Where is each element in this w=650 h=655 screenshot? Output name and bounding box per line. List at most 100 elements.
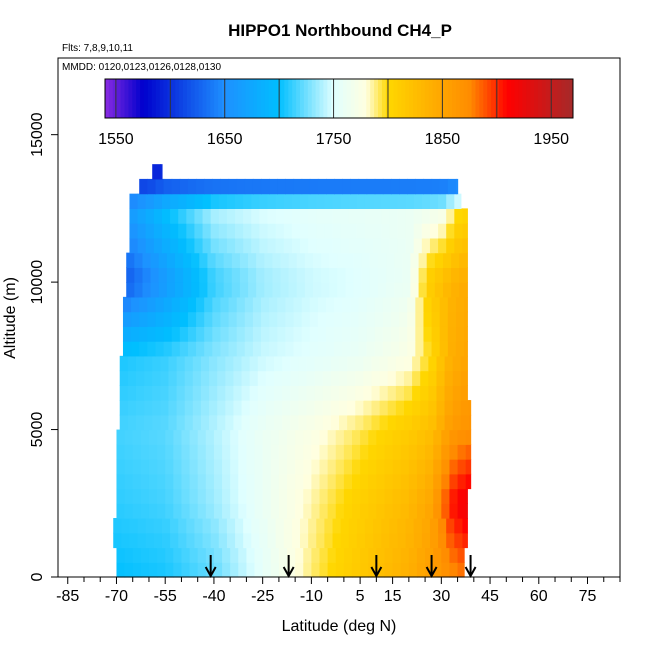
heatmap-cell xyxy=(269,296,278,313)
heatmap-cell xyxy=(278,562,288,578)
heatmap-cell xyxy=(358,311,368,327)
heatmap-cell xyxy=(181,562,191,578)
heatmap-cell xyxy=(166,267,176,283)
heatmap-cell xyxy=(324,518,334,534)
heatmap-cell xyxy=(137,193,147,209)
colorbar-segment xyxy=(222,79,227,118)
heatmap-cell xyxy=(194,193,204,209)
heatmap-cell xyxy=(192,370,202,386)
heatmap-cell xyxy=(262,429,272,445)
heatmap-cell xyxy=(261,326,270,342)
heatmap-cell xyxy=(356,208,366,224)
heatmap-cell xyxy=(464,311,468,327)
heatmap-cell xyxy=(321,282,330,298)
heatmap-cell xyxy=(371,385,381,401)
colorbar-segment xyxy=(280,79,285,118)
profile-arrow-head xyxy=(464,566,477,579)
colorbar-segment xyxy=(292,79,297,118)
heatmap-cell xyxy=(235,237,244,254)
heatmap-cell xyxy=(441,444,451,460)
colorbar-segment xyxy=(561,79,566,118)
heatmap-cell xyxy=(457,547,465,563)
heatmap-cell xyxy=(399,311,408,327)
heatmap-cell xyxy=(285,326,295,342)
heatmap-cell xyxy=(327,459,337,475)
heatmap-cell xyxy=(137,223,147,239)
heatmap-cell xyxy=(379,400,389,416)
heatmap-cell xyxy=(321,252,330,268)
heatmap-cell xyxy=(269,341,278,357)
heatmap-cell xyxy=(374,178,384,195)
heatmap-cell xyxy=(368,503,377,519)
heatmap-cell xyxy=(347,385,356,401)
heatmap-cell xyxy=(145,193,155,209)
colorbar-segment xyxy=(311,79,317,118)
heatmap-cell xyxy=(197,444,207,460)
heatmap-cell xyxy=(275,193,285,209)
colorbar-segment xyxy=(506,79,512,118)
heatmap-cell xyxy=(194,532,204,549)
heatmap-cell xyxy=(377,252,387,268)
heatmap-cell xyxy=(416,459,426,475)
heatmap-cell xyxy=(425,547,434,563)
heatmap-cell xyxy=(212,296,222,313)
heatmap-cell xyxy=(434,252,444,268)
heatmap-cell xyxy=(153,237,163,254)
heatmap-cell xyxy=(139,341,148,357)
heatmap-cell xyxy=(222,473,231,490)
heatmap-cell xyxy=(457,444,467,460)
colorbar-segment xyxy=(179,79,184,118)
heatmap-cell xyxy=(161,223,171,239)
heatmap-cell xyxy=(413,193,423,209)
heatmap-cell xyxy=(416,429,426,445)
heatmap-cell xyxy=(332,223,342,239)
heatmap-cell xyxy=(389,208,399,224)
heatmap-cell xyxy=(295,503,304,519)
heatmap-cell xyxy=(360,562,369,578)
heatmap-cell xyxy=(282,400,291,416)
heatmap-cell xyxy=(212,341,222,357)
heatmap-cell xyxy=(364,208,374,224)
heatmap-cell xyxy=(209,414,218,431)
heatmap-cell xyxy=(374,341,384,357)
heatmap-cell xyxy=(428,355,438,372)
heatmap-cell xyxy=(199,252,209,268)
colorbar-segment xyxy=(342,79,348,118)
colorbar-segment xyxy=(253,79,258,118)
y-axis-label: Altitude (m) xyxy=(2,277,19,359)
heatmap-cell xyxy=(278,444,288,460)
colorbar-segment xyxy=(452,79,457,118)
heatmap-cell xyxy=(311,429,321,445)
heatmap-row xyxy=(122,311,468,327)
heatmap-cell xyxy=(425,429,434,445)
heatmap-cell xyxy=(339,370,348,386)
colorbar-tick-label: 1950 xyxy=(533,131,569,148)
colorbar-segment xyxy=(225,79,231,118)
colorbar-segment xyxy=(307,79,313,118)
heatmap-cell xyxy=(204,326,213,342)
heatmap-cell xyxy=(205,459,215,475)
heatmap-cell xyxy=(186,532,196,549)
heatmap-cell xyxy=(358,296,368,313)
heatmap-cell xyxy=(158,252,168,268)
heatmap-cell xyxy=(392,547,402,563)
heatmap-cell xyxy=(220,341,230,357)
heatmap-cell xyxy=(339,355,348,372)
heatmap-cell xyxy=(230,473,239,490)
heatmap-cell xyxy=(420,370,429,386)
heatmap-cell xyxy=(441,547,451,563)
heatmap-cell xyxy=(300,532,309,549)
heatmap-cell xyxy=(358,178,368,195)
heatmap-cell xyxy=(257,385,267,401)
heatmap-cell xyxy=(252,311,262,327)
heatmap-cell xyxy=(416,547,426,563)
heatmap-cell xyxy=(246,444,256,460)
heatmap-cell xyxy=(329,267,338,283)
heatmap-cell xyxy=(148,444,158,460)
heatmap-cell xyxy=(140,429,150,445)
heatmap-cell xyxy=(376,429,386,445)
heatmap-cell xyxy=(355,355,364,372)
heatmap-cell xyxy=(376,503,386,519)
colorbar-segment xyxy=(537,79,543,118)
heatmap-cell xyxy=(287,473,296,490)
